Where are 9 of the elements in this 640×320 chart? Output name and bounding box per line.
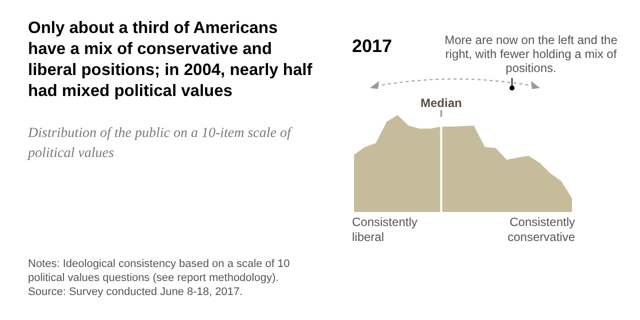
text: 2017 bbox=[352, 36, 392, 57]
text: Median bbox=[420, 96, 462, 110]
source-note: Source: Survey conducted June 8-18, 2017. bbox=[28, 285, 244, 299]
text: Distribution of the public on a 10-item scale of political values bbox=[28, 125, 294, 163]
text: Consistently liberal bbox=[352, 215, 418, 245]
text: Only about a third of Americans have a mix of conservative and liberal positions; in 2004, nearly half had mixed political values bbox=[28, 18, 314, 102]
text: Consistently conservative bbox=[506, 215, 575, 245]
text: More are now on the left and the right, with fewer holding a mix of positions. bbox=[444, 33, 618, 75]
text: Notes: Ideological consistency based on a scale of 10 political values questions (see report methodology). bbox=[28, 257, 291, 285]
